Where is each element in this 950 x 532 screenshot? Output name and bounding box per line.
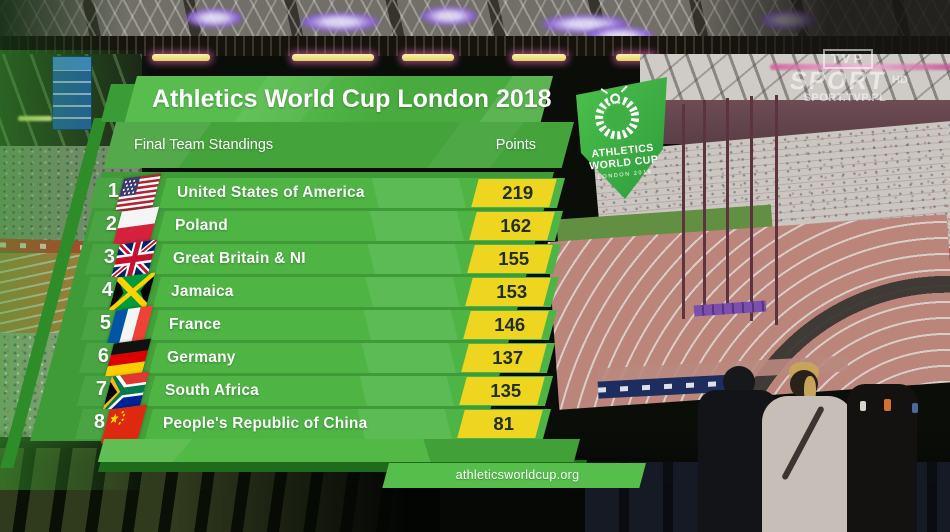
spectator-white-shirt — [762, 396, 854, 532]
footer-url-strip: athleticsworldcup.org — [382, 463, 646, 488]
hd-badge: HD — [892, 74, 908, 86]
tvp-site-url: SPORT.TVP.PL — [803, 92, 887, 104]
country-name: People's Republic of China — [163, 415, 368, 432]
flag-china-icon — [100, 404, 148, 444]
country-name: South Africa — [165, 382, 259, 399]
floodlight-glare — [420, 6, 478, 26]
stadium-lightbar — [616, 54, 654, 61]
points-cell: 153 — [465, 278, 551, 306]
table-row: 1 United States of America 219 — [88, 173, 566, 213]
page-title: Athletics World Cup London 2018 — [152, 85, 552, 113]
stadium-lightbar — [402, 54, 454, 61]
points-cell: 137 — [461, 344, 547, 372]
flag-south-africa-icon — [102, 371, 150, 411]
cage-pole — [703, 100, 706, 315]
distant-spectator — [860, 401, 866, 411]
panel-subheader-bar: Final Team Standings Points — [103, 122, 574, 168]
flag-great-britain-icon — [110, 239, 158, 279]
points-cell: 155 — [467, 245, 553, 273]
cage-pole — [775, 95, 778, 325]
table-row: 8 People's Republic of China 81 — [74, 404, 552, 444]
tvp-logo: TVP — [823, 49, 873, 69]
subheader-label: Final Team Standings — [134, 137, 274, 153]
table-row: 7 South Africa 135 — [76, 371, 554, 411]
cage-pole — [750, 96, 753, 321]
flag-france-icon — [106, 305, 154, 345]
points-value: 153 — [496, 281, 528, 302]
laurel-wreath-icon — [595, 85, 640, 140]
panel-title-bar: Athletics World Cup London 2018 — [124, 76, 553, 122]
stadium-right-roof — [640, 54, 950, 106]
points-value: 219 — [502, 182, 534, 203]
points-column-header: Points — [495, 137, 536, 153]
points-value: 162 — [500, 215, 532, 236]
panel-bottom-cap — [97, 439, 581, 462]
points-value: 135 — [490, 380, 522, 401]
points-cell: 135 — [459, 377, 545, 405]
country-name: Poland — [175, 217, 228, 234]
cage-pole — [682, 104, 685, 319]
flag-usa-icon — [114, 173, 162, 213]
country-name: France — [169, 316, 222, 333]
spectator-silhouette — [847, 384, 917, 532]
points-cell: 146 — [463, 311, 549, 339]
points-value: 81 — [493, 413, 515, 434]
points-cell: 219 — [471, 179, 557, 207]
points-cell: 81 — [457, 410, 543, 438]
stadium-lightbar — [512, 54, 566, 61]
distant-spectator — [912, 403, 918, 413]
table-row: 4 Jamaica 153 — [82, 272, 560, 312]
points-cell: 162 — [469, 212, 555, 240]
points-value: 155 — [498, 248, 530, 269]
roof-shadow — [680, 0, 950, 64]
points-value: 137 — [492, 347, 524, 368]
flag-jamaica-icon — [108, 272, 156, 312]
table-row: 5 France 146 — [80, 305, 558, 345]
cage-pole — [726, 98, 729, 313]
flag-germany-icon — [104, 338, 152, 378]
footer-url: athleticsworldcup.org — [455, 468, 580, 482]
stadium-lightbar — [292, 54, 374, 61]
table-row: 3 Great Britain & NI 155 — [84, 239, 562, 279]
badge-shield — [576, 77, 667, 199]
table-row: 6 Germany 137 — [78, 338, 556, 378]
points-value: 146 — [494, 314, 526, 335]
country-name: Jamaica — [171, 283, 234, 300]
country-name: Germany — [167, 349, 236, 366]
badge-line3: LONDON 2018 — [598, 169, 653, 181]
floodlight-glare — [300, 12, 380, 32]
floodlight-glare — [185, 8, 243, 28]
country-name: Great Britain & NI — [173, 250, 306, 267]
stadium-lightbar — [152, 54, 210, 61]
table-row: 2 Poland 162 — [86, 206, 564, 246]
event-badge: ATHLETICS WORLD CUP LONDON 2018 — [572, 75, 672, 203]
country-name: United States of America — [177, 184, 365, 201]
steward-orange-vest — [884, 399, 891, 411]
flag-poland-icon — [112, 206, 160, 246]
